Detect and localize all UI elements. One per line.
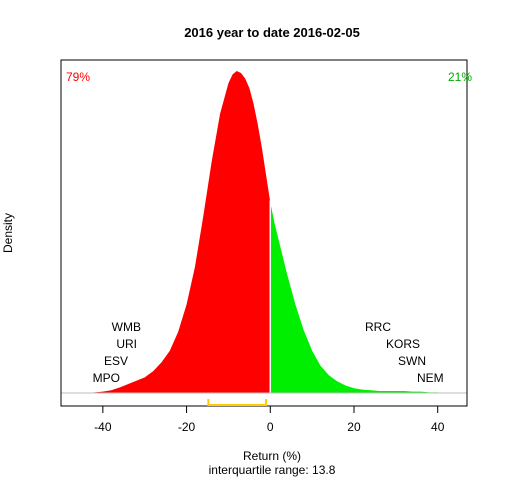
x-tick-label: 40: [431, 420, 445, 434]
left-tail-ticker: URI: [116, 337, 137, 351]
x-tick-label: 20: [347, 420, 361, 434]
y-axis-label: Density: [1, 213, 15, 253]
pct-negative-label: 79%: [66, 70, 90, 84]
right-tail-ticker: SWN: [398, 354, 426, 368]
pct-positive-label: 21%: [448, 70, 472, 84]
left-tail-ticker: WMB: [112, 320, 141, 334]
x-tick-label: -20: [178, 420, 196, 434]
chart-title: 2016 year to date 2016-02-05: [184, 25, 360, 40]
iqr-subtitle: interquartile range: 13.8: [209, 463, 336, 477]
left-tail-ticker: ESV: [104, 354, 128, 368]
right-tail-ticker: KORS: [386, 337, 420, 351]
right-tail-ticker: NEM: [417, 371, 444, 385]
x-tick-label: 0: [267, 420, 274, 434]
right-tail-ticker: RRC: [365, 320, 391, 334]
x-tick-label: -40: [94, 420, 112, 434]
x-axis-label: Return (%): [243, 449, 301, 463]
left-tail-ticker: MPO: [93, 371, 120, 385]
